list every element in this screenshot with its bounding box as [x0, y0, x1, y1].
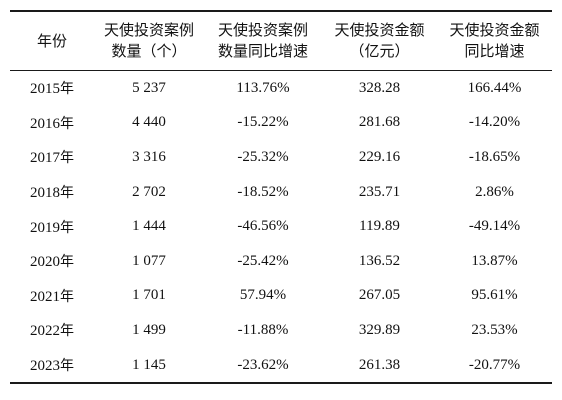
cell-year: 2016年: [10, 106, 94, 141]
year-suffix: 年: [60, 185, 74, 202]
cell-amount: 328.28: [358, 79, 401, 96]
cell-amount: 136.52: [358, 252, 401, 269]
cell-amount: 329.89: [358, 321, 401, 338]
cell-amount-growth: 23.53%: [471, 321, 518, 338]
cell-deal-count: 3 316: [132, 148, 166, 165]
year-suffix: 年: [60, 219, 74, 236]
header-row: 年份 天使投资案例 数量（个） 天使投资案例 数量同比增速 天使投资金额 （亿元…: [10, 11, 552, 71]
table-row: 2015年 5 237 113.76% 328.28 166.44%: [10, 71, 552, 106]
table-container: 年份 天使投资案例 数量（个） 天使投资案例 数量同比增速 天使投资金额 （亿元…: [10, 10, 552, 384]
table-row: 2017年 3 316 -25.32% 229.16 -18.65%: [10, 140, 552, 175]
year-value: 2018: [30, 185, 60, 202]
header-year: 年份: [10, 11, 94, 71]
cell-amount-growth: 2.86%: [475, 183, 514, 200]
cell-deal-count: 5 237: [132, 79, 166, 96]
table-row: 2018年 2 702 -18.52% 235.71 2.86%: [10, 175, 552, 210]
table-row: 2022年 1 499 -11.88% 329.89 23.53%: [10, 313, 552, 348]
cell-deal-count-growth: -23.62%: [237, 356, 289, 373]
cell-deal-count-growth: 57.94%: [239, 287, 287, 304]
cell-deal-count: 1 077: [132, 252, 166, 269]
cell-amount: 261.38: [358, 356, 401, 373]
cell-deal-count-growth: -46.56%: [237, 218, 289, 235]
year-suffix: 年: [60, 81, 74, 98]
table-row: 2019年 1 444 -46.56% 119.89 -49.14%: [10, 209, 552, 244]
angel-investment-table: 年份 天使投资案例 数量（个） 天使投资案例 数量同比增速 天使投资金额 （亿元…: [10, 10, 552, 384]
header-deal-count-line1: 天使投资案例: [103, 21, 194, 39]
cell-deal-count-growth: -15.22%: [237, 114, 289, 131]
cell-amount: 267.05: [358, 287, 401, 304]
cell-year: 2020年: [10, 244, 94, 279]
cell-deal-count-growth: -25.32%: [237, 148, 289, 165]
table-body: 2015年 5 237 113.76% 328.28 166.44% 2016年 4 440…: [10, 71, 552, 384]
year-value: 2015: [30, 81, 60, 98]
year-value: 2017: [30, 150, 60, 167]
year-suffix: 年: [60, 358, 74, 375]
cell-deal-count: 1 701: [132, 287, 166, 304]
cell-amount-growth: -49.14%: [468, 218, 521, 235]
year-suffix: 年: [60, 150, 74, 167]
header-amount-growth-line1: 天使投资金额: [449, 21, 540, 39]
cell-year: 2023年: [10, 348, 94, 384]
cell-amount: 119.89: [359, 218, 400, 235]
header-amount-line2: （亿元）: [349, 42, 410, 60]
year-suffix: 年: [60, 115, 74, 132]
cell-deal-count: 1 145: [132, 356, 166, 373]
header-amount-growth: 天使投资金额 同比增速: [437, 11, 552, 71]
table-row: 2016年 4 440 -15.22% 281.68 -14.20%: [10, 106, 552, 141]
cell-amount-growth: 166.44%: [467, 79, 522, 96]
year-suffix: 年: [60, 254, 74, 271]
header-amount: 天使投资金额 （亿元）: [322, 11, 437, 71]
cell-year: 2019年: [10, 209, 94, 244]
cell-amount: 281.68: [358, 114, 401, 131]
cell-year: 2018年: [10, 175, 94, 210]
header-amount-growth-line2: 同比增速: [464, 42, 525, 60]
header-deal-count: 天使投资案例 数量（个）: [94, 11, 204, 71]
header-year-label: 年份: [36, 31, 67, 50]
cell-amount-growth: 13.87%: [471, 252, 518, 269]
table-row: 2021年 1 701 57.94% 267.05 95.61%: [10, 279, 552, 314]
header-deal-count-line2: 数量（个）: [111, 42, 187, 60]
year-suffix: 年: [60, 323, 74, 340]
cell-amount-growth: -20.77%: [468, 356, 521, 373]
year-suffix: 年: [60, 288, 74, 305]
cell-deal-count: 2 702: [132, 183, 166, 200]
year-value: 2021: [30, 288, 60, 305]
cell-deal-count: 1 444: [132, 218, 166, 235]
cell-year: 2017年: [10, 140, 94, 175]
cell-amount: 229.16: [358, 148, 401, 165]
cell-year: 2021年: [10, 279, 94, 314]
header-deal-count-growth-line1: 天使投资案例: [217, 21, 308, 39]
cell-amount-growth: -18.65%: [468, 148, 521, 165]
cell-amount-growth: 95.61%: [471, 287, 518, 304]
cell-year: 2022年: [10, 313, 94, 348]
cell-deal-count-growth: -25.42%: [237, 252, 289, 269]
header-deal-count-growth-line2: 数量同比增速: [217, 42, 308, 60]
cell-deal-count-growth: -18.52%: [237, 183, 289, 200]
cell-year: 2015年: [10, 71, 94, 106]
header-amount-line1: 天使投资金额: [334, 21, 425, 39]
table-row: 2023年 1 145 -23.62% 261.38 -20.77%: [10, 348, 552, 384]
cell-deal-count-growth: 113.76%: [236, 79, 290, 96]
year-value: 2019: [30, 219, 60, 236]
cell-amount-growth: -14.20%: [468, 114, 521, 131]
cell-deal-count: 4 440: [132, 114, 166, 131]
year-value: 2022: [30, 323, 60, 340]
table-header: 年份 天使投资案例 数量（个） 天使投资案例 数量同比增速 天使投资金额 （亿元…: [10, 11, 552, 71]
header-deal-count-growth: 天使投资案例 数量同比增速: [204, 11, 322, 71]
cell-deal-count-growth: -11.88%: [237, 321, 289, 338]
year-value: 2016: [30, 115, 60, 132]
year-value: 2023: [30, 358, 60, 375]
cell-deal-count: 1 499: [132, 321, 166, 338]
year-value: 2020: [30, 254, 60, 271]
cell-amount: 235.71: [358, 183, 401, 200]
table-row: 2020年 1 077 -25.42% 136.52 13.87%: [10, 244, 552, 279]
